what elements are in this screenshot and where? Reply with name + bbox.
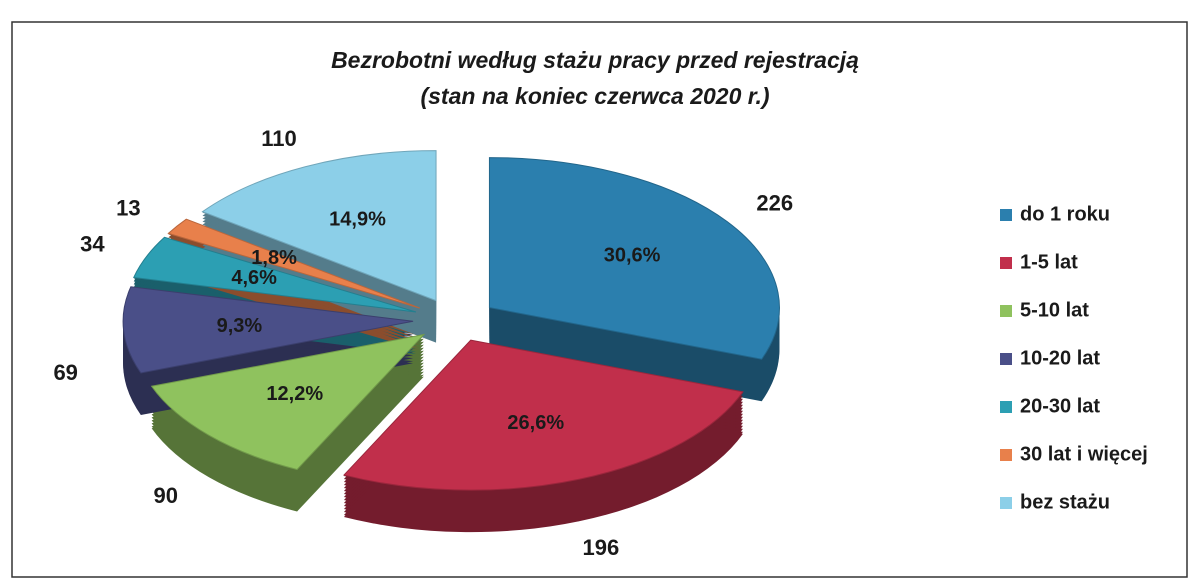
slice [167,218,421,309]
percent-label: 12,2% [266,383,323,405]
chart-frame [11,21,1188,578]
slice [150,333,426,471]
percent-label: 1,8% [251,247,297,269]
value-label: 196 [582,535,619,560]
legend: do 1 roku 1-5 lat 5-10 lat 10-20 lat 20-30 l… [1000,203,1148,513]
value-label: 226 [756,190,793,215]
slice [342,339,744,491]
legend-label: bez stażu [1020,491,1110,513]
legend-swatch [1000,305,1012,317]
chart-title: Bezrobotni według stażu pracy przed reje… [331,47,859,73]
slice [201,150,437,302]
legend-swatch [1000,209,1012,221]
legend-swatch [1000,353,1012,365]
value-label: 69 [53,360,77,385]
legend-label: 10-20 lat [1020,347,1100,369]
value-label: 34 [80,232,105,257]
legend-swatch [1000,449,1012,461]
percent-label: 26,6% [507,412,564,434]
pie-tops [122,150,780,491]
legend-label: do 1 roku [1020,203,1110,225]
value-label: 110 [261,126,297,151]
chart-subtitle: (stan na koniec czerwca 2020 r.) [420,83,769,109]
legend-label: 1-5 lat [1020,251,1078,273]
legend-label: 30 lat i więcej [1020,443,1148,465]
slice [133,236,417,313]
slice [122,286,414,374]
legend-swatch [1000,497,1012,509]
legend-swatch [1000,401,1012,413]
percent-label: 14,9% [329,209,386,231]
value-label: 90 [153,483,177,508]
legend-label: 20-30 lat [1020,395,1100,417]
legend-label: 5-10 lat [1020,299,1089,321]
legend-swatch [1000,257,1012,269]
percent-label: 30,6% [604,244,661,266]
percent-label: 4,6% [231,267,277,289]
value-label: 13 [116,196,140,221]
percent-label: 9,3% [217,315,263,337]
labels: 30,6% 226 26,6% 196 12,2% 90 9,3% 69 4,6% 34 1,8% 1… [53,126,793,560]
slice [488,157,780,360]
